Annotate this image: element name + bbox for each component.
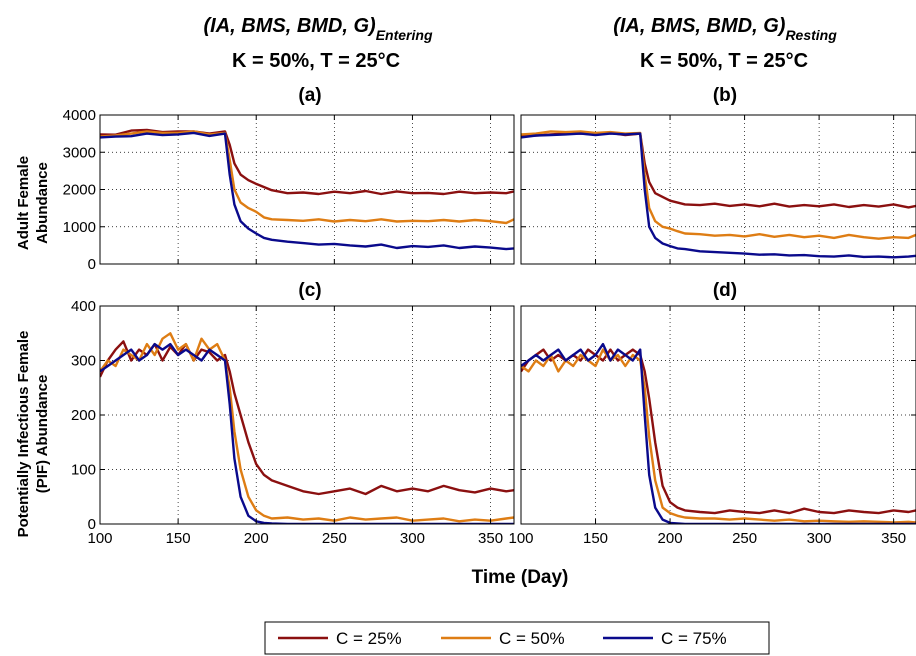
series-line-c50 — [100, 130, 514, 225]
x-tick-label: 350 — [881, 530, 906, 547]
series-line-c25 — [100, 128, 514, 196]
panel-b: (b) — [520, 85, 916, 265]
y-tick-label: 4000 — [63, 107, 96, 124]
plot-area — [521, 306, 916, 524]
ylabel-top-line2: Abundance — [34, 162, 51, 244]
y-tick-label: 400 — [71, 298, 96, 315]
panel-label: (c) — [298, 280, 321, 301]
ylabel-bottom-line2: (PIF) Abundance — [34, 375, 51, 494]
y-tick-label: 1000 — [63, 219, 96, 236]
x-axis-label: Time (Day) — [472, 567, 569, 588]
y-tick-label: 3000 — [63, 144, 96, 161]
series-line-c75 — [521, 132, 916, 259]
legend-box — [264, 621, 770, 655]
right-heading: (IA, BMS, BMD, G)Resting — [613, 15, 837, 43]
legend-label-c25: C = 25% — [336, 629, 402, 648]
panel-d: 100 150 200 250 300 350 (d) — [508, 280, 916, 547]
panel-label: (b) — [713, 85, 737, 106]
series-line-c75 — [100, 131, 514, 251]
y-tick-label: 2000 — [63, 182, 96, 199]
panel-label: (a) — [298, 85, 321, 106]
legend-label-c50: C = 50% — [499, 629, 565, 648]
y-tick-label: 0 — [88, 256, 96, 273]
x-tick-label: 200 — [658, 530, 683, 547]
x-tick-label: 100 — [508, 530, 533, 547]
ylabel-top-line1: Adult Female — [15, 156, 32, 250]
plot-area — [100, 115, 514, 264]
plot-area — [521, 115, 916, 264]
ylabel-bottom-line1: Potentially Infectious Female — [15, 331, 32, 538]
x-tick-label: 150 — [166, 530, 191, 547]
x-tick-label: 250 — [322, 530, 347, 547]
y-tick-label: 300 — [71, 353, 96, 370]
series-line-c50 — [521, 348, 916, 524]
series-line-c75 — [521, 342, 916, 524]
y-tick-label: 200 — [71, 407, 96, 424]
legend: C = 25% C = 50% C = 75% — [264, 621, 770, 655]
left-heading: (IA, BMS, BMD, G)Entering — [204, 15, 433, 43]
legend-label-c75: C = 75% — [661, 629, 727, 648]
x-tick-label: 300 — [400, 530, 425, 547]
y-tick-label: 100 — [71, 462, 96, 479]
series-line-c50 — [521, 130, 916, 240]
panel-a: 0 1000 2000 3000 4000 (a) — [63, 85, 515, 273]
x-tick-label: 100 — [87, 530, 112, 547]
x-tick-label: 150 — [583, 530, 608, 547]
left-condition: K = 50%, T = 25°C — [232, 50, 400, 72]
x-tick-label: 350 — [478, 530, 503, 547]
right-condition: K = 50%, T = 25°C — [640, 50, 808, 72]
x-tick-label: 200 — [244, 530, 269, 547]
x-tick-label: 300 — [807, 530, 832, 547]
panel-label: (d) — [713, 280, 737, 301]
series-line-c75 — [100, 342, 514, 524]
y-tick-label: 0 — [88, 516, 96, 533]
x-tick-label: 250 — [732, 530, 757, 547]
